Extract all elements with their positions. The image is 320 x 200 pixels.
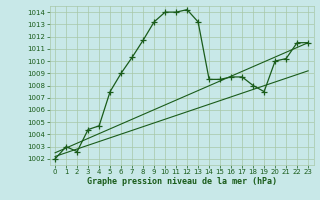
X-axis label: Graphe pression niveau de la mer (hPa): Graphe pression niveau de la mer (hPa): [87, 177, 276, 186]
